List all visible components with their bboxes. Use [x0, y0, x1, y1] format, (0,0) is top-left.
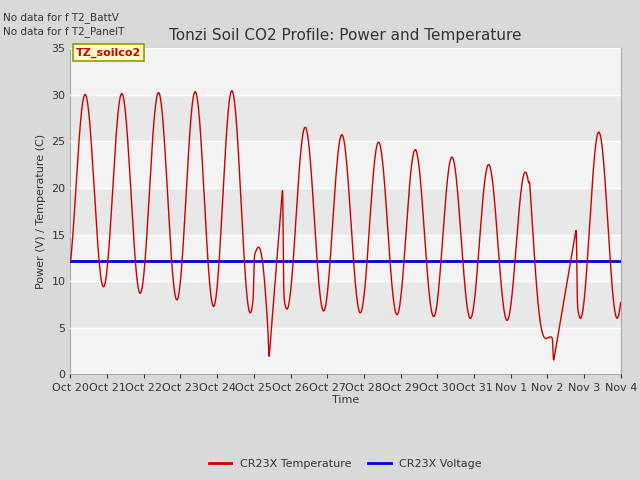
- Text: TZ_soilco2: TZ_soilco2: [76, 48, 141, 58]
- Legend: CR23X Temperature, CR23X Voltage: CR23X Temperature, CR23X Voltage: [205, 455, 486, 473]
- Title: Tonzi Soil CO2 Profile: Power and Temperature: Tonzi Soil CO2 Profile: Power and Temper…: [170, 28, 522, 43]
- Bar: [70, 235, 621, 281]
- Y-axis label: Power (V) / Temperature (C): Power (V) / Temperature (C): [36, 133, 46, 289]
- Bar: [70, 328, 621, 374]
- X-axis label: Time: Time: [332, 395, 359, 405]
- Bar: [70, 141, 621, 188]
- Text: No data for f T2_BattV: No data for f T2_BattV: [3, 12, 119, 23]
- Bar: [70, 48, 621, 95]
- Text: No data for f T2_PanelT: No data for f T2_PanelT: [3, 26, 125, 37]
